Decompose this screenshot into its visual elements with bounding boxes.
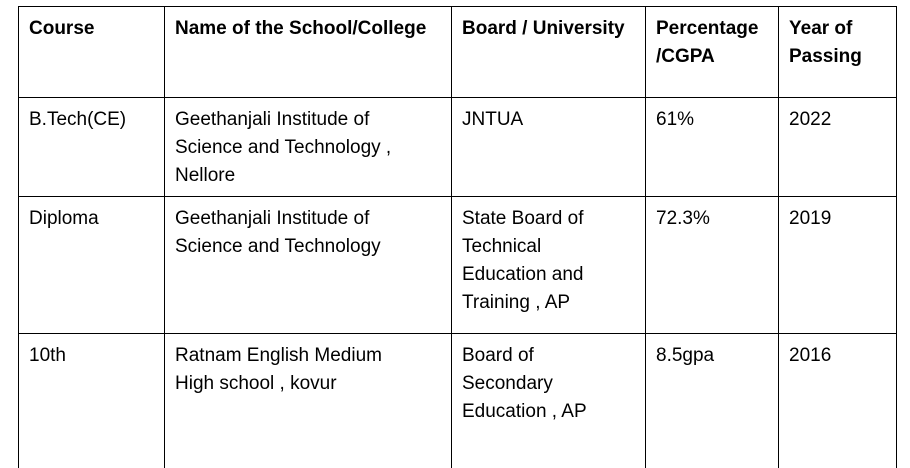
cell-year: 2022: [778, 97, 897, 197]
cell-board: State Board of Technical Education and T…: [451, 196, 646, 334]
cell-year: 2019: [778, 196, 897, 334]
cell-course: Diploma: [18, 196, 165, 334]
cell-year: 2016: [778, 333, 897, 468]
cell-school: Geethanjali Institude of Science and Tec…: [164, 196, 452, 334]
table-row: Diploma Geethanjali Institude of Science…: [18, 196, 897, 334]
cell-board: JNTUA: [451, 97, 646, 197]
header-percentage: Percentage /CGPA: [645, 6, 779, 98]
education-table: Course Name of the School/College Board …: [18, 6, 897, 468]
cell-course: 10th: [18, 333, 165, 468]
cell-school: Geethanjali Institude of Science and Tec…: [164, 97, 452, 197]
cell-board: Board of Secondary Education , AP: [451, 333, 646, 468]
table-row: B.Tech(CE) Geethanjali Institude of Scie…: [18, 97, 897, 197]
cell-percentage: 72.3%: [645, 196, 779, 334]
table-header-row: Course Name of the School/College Board …: [18, 6, 897, 98]
cell-school: Ratnam English Medium High school , kovu…: [164, 333, 452, 468]
cell-course: B.Tech(CE): [18, 97, 165, 197]
header-school: Name of the School/College: [164, 6, 452, 98]
table-row: 10th Ratnam English Medium High school ,…: [18, 333, 897, 468]
header-course: Course: [18, 6, 165, 98]
header-board: Board / University: [451, 6, 646, 98]
cell-percentage: 61%: [645, 97, 779, 197]
cell-percentage: 8.5gpa: [645, 333, 779, 468]
header-year: Year of Passing: [778, 6, 897, 98]
